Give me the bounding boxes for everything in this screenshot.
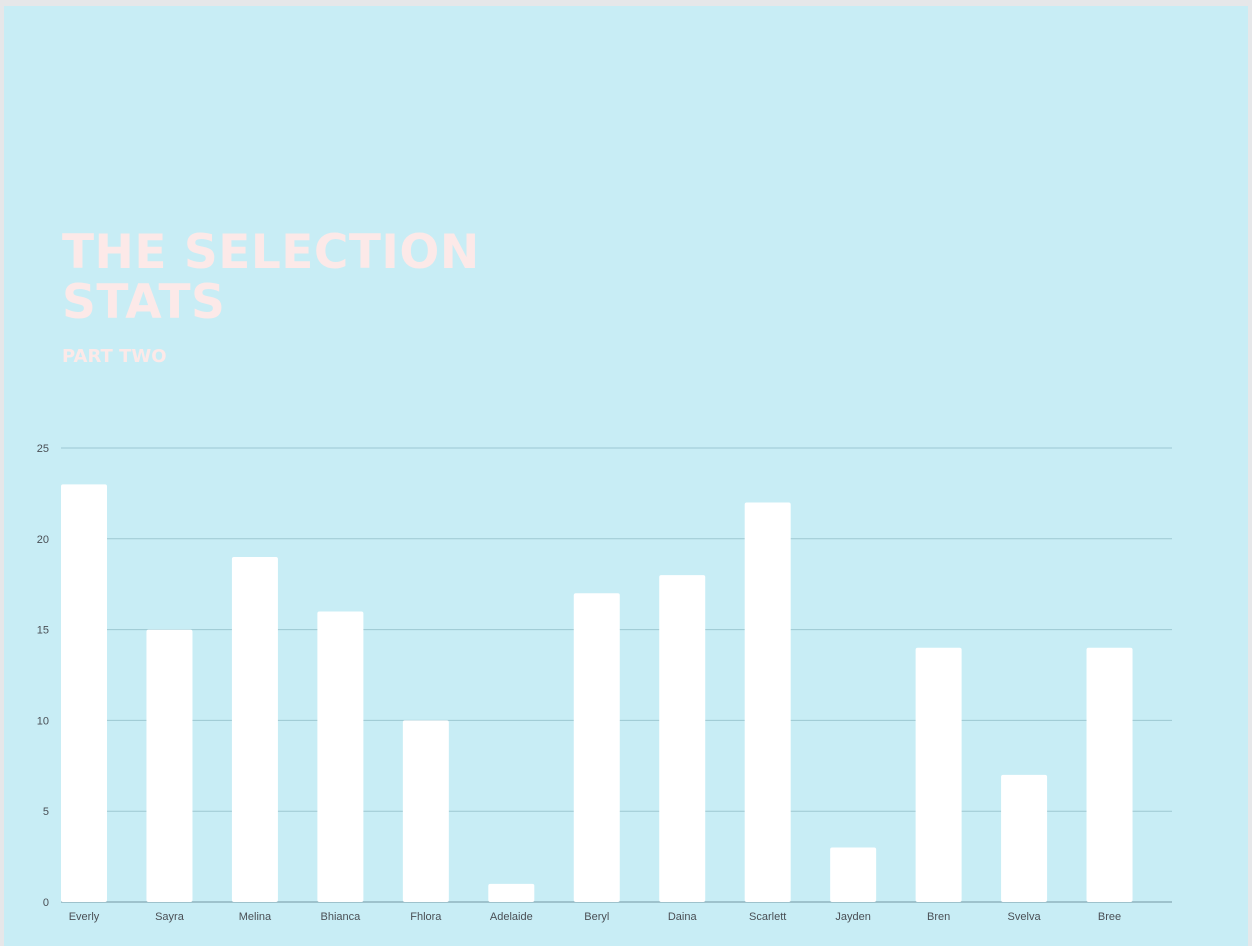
x-tick-label: Bree [1098,911,1121,923]
x-tick-label: Adelaide [490,911,533,923]
y-tick-label: 25 [37,443,49,455]
slide-background: THE SELECTION STATS PART TWO [4,6,1248,946]
x-tick-label: Fhlora [410,911,442,923]
bar-melina [231,556,278,902]
x-tick-label: Scarlett [749,911,786,923]
bar-jayden [830,847,877,902]
bar-bren [915,647,962,902]
y-tick-label: 20 [37,534,49,546]
slide-title-line2: STATS [62,275,226,330]
bars [61,484,1133,902]
bar-beryl [573,593,620,902]
y-tick-label: 0 [43,897,49,909]
x-tick-label: Sayra [155,911,185,923]
x-tick-label: Melina [239,911,272,923]
bar-scarlett [744,502,791,902]
x-tick-label: Daina [668,911,698,923]
bar-adelaide [488,883,535,902]
bar-sayra [146,629,193,902]
bar-daina [659,575,706,902]
slide-title: THE SELECTION STATS [62,228,480,328]
x-tick-label: Beryl [584,911,609,923]
x-tick-label: Everly [69,911,100,923]
y-tick-label: 10 [37,715,49,727]
bar-svelva [1001,774,1048,902]
axes: 0 5 10 15 20 25 Everly Sayra Melina Bhianca Fhlora… [37,443,1121,923]
bar-bree [1086,647,1133,902]
x-tick-label: Jayden [835,911,870,923]
bar-fhlora [402,720,449,902]
x-tick-label: Bhianca [321,911,362,923]
bar-bhianca [317,611,364,902]
y-tick-label: 15 [37,625,49,637]
slide-title-line1: THE SELECTION [62,225,480,280]
bar-everly [61,484,107,902]
x-tick-label: Svelva [1008,911,1042,923]
slide-subtitle: PART TWO [62,346,167,367]
y-tick-label: 5 [43,806,49,818]
x-tick-label: Bren [927,911,950,923]
